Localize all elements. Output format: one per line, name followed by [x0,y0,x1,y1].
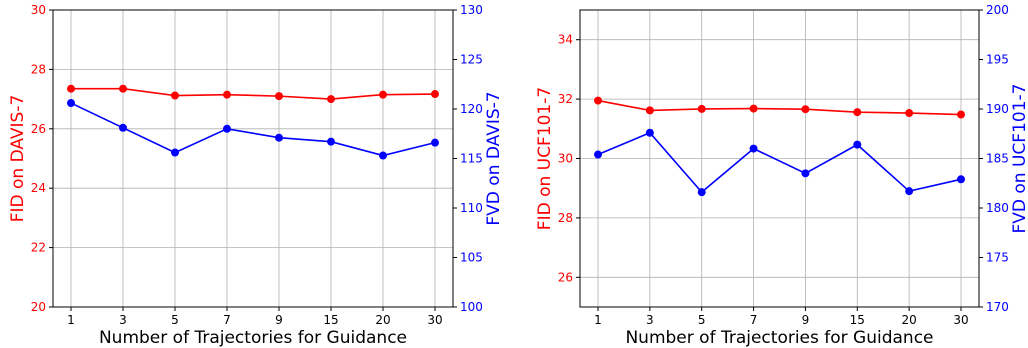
y-right-tick-label: 175 [986,251,1009,265]
fid-series-point [645,106,654,115]
fid-series-point [957,110,965,119]
fid-series-point [697,104,706,113]
fid-series-point [801,105,810,114]
fvd-series-point [275,133,283,142]
fvd-series-point [697,188,706,197]
y-right-tick-label: 180 [986,201,1009,215]
fid-series-point [905,109,914,118]
fvd-series-point [67,99,75,108]
fid-series-line [597,99,962,116]
y-left-tick-label: 26 [558,270,573,284]
fvd-series-point [171,148,179,157]
x-tick-label: 30 [427,313,442,327]
y-left-tick-label: 22 [31,241,46,255]
grid [53,9,453,308]
y-right-tick-label: 185 [986,152,1009,166]
y-left-tick-label: 30 [558,152,573,166]
chart-panel-davis: 1 3 5 7 9 15 20 30 20 22 24 26 28 30 100 105 110 115 120 12… [8,3,504,348]
fvd-series-line [70,102,436,157]
plot-frame [52,9,454,308]
fvd-series-line [597,131,962,194]
fvd-series-point [119,123,127,132]
y-right-tick-label: 105 [460,251,483,265]
y-right-axis-title: FVD on DAVIS-7 [484,91,504,225]
fid-series-point [223,90,231,99]
x-tick-label: 30 [953,313,968,327]
x-tick-label: 5 [171,313,179,327]
grid [580,10,979,307]
x-axis-title: Number of Trajectories for Guidance [99,328,407,348]
fid-series-point [431,90,439,99]
fvd-series-point [645,128,654,137]
fvd-series-point [327,137,335,146]
fid-series-point [171,91,179,100]
y-left-tick-label: 26 [31,122,46,136]
x-tick-label: 20 [375,313,390,327]
x-tick-label: 7 [223,313,231,327]
y-right-tick-label: 195 [986,53,1009,67]
fid-series-point [119,84,127,93]
y-right-tick-label: 125 [460,53,483,67]
y-left-tick-label: 28 [558,211,573,225]
x-tick-label: 9 [802,313,810,327]
fid-series-point [275,92,283,101]
y-right-tick-label: 115 [460,152,483,166]
y-right-tick-label: 110 [460,201,483,215]
fid-series-point [327,95,335,104]
x-tick-label: 15 [323,313,338,327]
fid-series-line [71,87,436,100]
fid-series-point [749,104,758,113]
x-axis-title: Number of Trajectories for Guidance [625,328,933,348]
y-right-tick-label: 170 [986,300,1009,314]
x-tick-label: 20 [902,313,917,327]
fid-series-point [67,84,75,93]
fvd-series-point [957,175,965,184]
y-left-tick-label: 30 [31,3,46,17]
fvd-series-point [801,169,810,178]
fvd-series-point [594,150,602,159]
fvd-series-point [431,138,439,147]
x-tick-label: 1 [594,313,602,327]
y-right-tick-label: 130 [460,3,483,17]
y-right-axis-title: FVD on UCF101-7 [1010,84,1028,234]
fid-series-point [594,96,602,105]
y-left-tick-label: 20 [31,300,46,314]
y-right-tick-label: 200 [986,3,1009,17]
y-left-tick-label: 34 [558,33,573,47]
y-left-tick-label: 24 [31,181,46,195]
chart-panel-ucf101: 1 3 5 7 9 15 20 30 26 28 30 32 34 170 175 180 185 190 195 2… [535,3,1028,348]
y-right-tick-label: 190 [986,102,1009,116]
x-tick-label: 1 [67,313,75,327]
x-tick-label: 3 [646,313,654,327]
x-tick-label: 5 [698,313,706,327]
x-tick-label: 7 [750,313,758,327]
fvd-series-point [749,144,758,153]
x-tick-label: 3 [119,313,127,327]
x-tick-label: 9 [275,313,283,327]
y-left-tick-label: 32 [558,92,573,106]
y-left-axis-title: FID on UCF101-7 [535,87,555,230]
y-right-tick-label: 100 [460,300,483,314]
fvd-series-point [905,187,914,196]
y-right-tick-label: 120 [460,102,483,116]
fid-series-point [853,108,862,117]
x-tick-label: 15 [850,313,865,327]
fid-series-point [379,90,387,99]
fvd-series-point [853,140,862,149]
y-left-axis-title: FID on DAVIS-7 [8,95,28,223]
fvd-series-point [379,151,387,160]
fvd-series-point [223,124,231,133]
y-left-tick-label: 28 [31,62,46,76]
